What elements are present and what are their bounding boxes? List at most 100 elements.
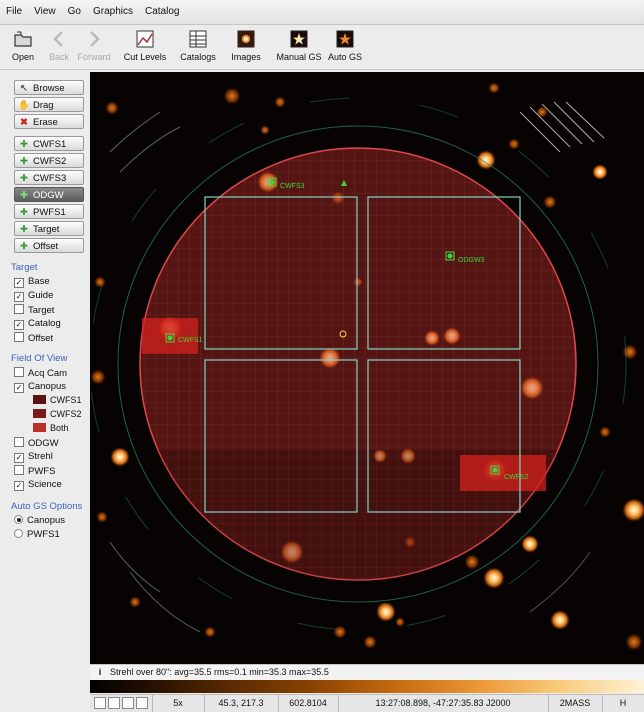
zoom-fit-icon[interactable] [122, 697, 134, 709]
pwfs-checkbox[interactable]: PWFS [14, 465, 55, 477]
cwfs1-icon: ✚ [20, 139, 28, 150]
target-icon: ✚ [20, 224, 28, 235]
menu-file[interactable]: File [6, 6, 23, 17]
open-button[interactable]: Open [8, 29, 38, 62]
canopus-radio[interactable]: Canopus [14, 515, 65, 526]
fov-section-title: Field Of View [11, 353, 68, 364]
cwfs3-button[interactable]: ✚ CWFS3 [14, 170, 84, 185]
cut-levels-button[interactable]: Cut Levels [122, 29, 168, 62]
acqcam-label: Acq Cam [28, 368, 68, 379]
odgw-label: ODGW [33, 190, 64, 201]
tool-panel: ↖ Browse ✋ Drag ✖ Erase ✚ CWFS1 ✚ CWFS2 ✚ CWFS… [0, 70, 90, 663]
auto-gs-button[interactable]: Auto GS [326, 29, 364, 62]
cwfs2-star-label: CWFS2 [504, 474, 529, 481]
hand-icon: ✋ [18, 100, 30, 111]
both-swatch [33, 423, 46, 432]
acqcam-checkbox[interactable]: Acq Cam [14, 367, 67, 379]
odgw-button[interactable]: ✚ ODGW [14, 187, 84, 202]
info-icon: i [98, 667, 102, 677]
cwfs1-button[interactable]: ✚ CWFS1 [14, 136, 84, 151]
menu-view[interactable]: View [34, 6, 56, 17]
pixel-coords: 45.3, 217.3 [204, 695, 279, 712]
erase-label: Erase [33, 117, 58, 128]
base-position-marker[interactable] [339, 330, 347, 338]
browse-label: Browse [33, 83, 65, 94]
canopus-checkbox[interactable]: ✓ Canopus [14, 381, 67, 393]
drag-label: Drag [33, 100, 54, 111]
menu-catalog[interactable]: Catalog [144, 6, 180, 17]
strehl-status-text: Strehl over 80": avg=35.5 rms=0.1 min=35… [110, 667, 329, 677]
pa-marker [341, 180, 347, 186]
target-section-title: Target [11, 262, 38, 273]
cut-levels-icon [136, 30, 154, 48]
world-coords: 13:27:08.898, -47:27:35.83 J2000 [338, 695, 549, 712]
pwfs1-label: PWFS1 [33, 207, 66, 218]
manual-gs-button[interactable]: Manual GS [274, 29, 324, 62]
canopus-fov [139, 147, 577, 581]
open-label: Open [11, 52, 35, 62]
base-checkbox[interactable]: ✓ Base [14, 276, 50, 288]
cwfs1-swatch [33, 395, 46, 404]
guide-checkbox[interactable]: ✓ Guide [14, 290, 54, 302]
offset-label: Offset [33, 241, 59, 252]
image-canvas[interactable]: CWFS3 ODGW3 CWFS1 CWFS2 [90, 72, 644, 664]
pixel-value: 602.8104 [278, 695, 339, 712]
cwfs2-icon: ✚ [20, 156, 28, 167]
auto-star-icon [336, 30, 354, 48]
pwfs1-radio[interactable]: PWFS1 [14, 529, 60, 540]
erase-x-icon: ✖ [20, 117, 28, 128]
odgw3-star-label: ODGW3 [458, 257, 485, 264]
zoom-level: 5x [152, 695, 205, 712]
offset-icon: ✚ [20, 241, 28, 252]
guide-stars [165, 177, 500, 475]
cut-levels-label: Cut Levels [123, 52, 167, 62]
zoom-out-icon[interactable] [108, 697, 120, 709]
pwfs1-button[interactable]: ✚ PWFS1 [14, 204, 84, 219]
odgw-checkbox[interactable]: ODGW [14, 437, 59, 449]
canopus-radio-label: Canopus [27, 515, 66, 526]
cwfs3-icon: ✚ [20, 173, 28, 184]
zoom-actual-icon[interactable] [136, 697, 148, 709]
images-label: Images [231, 52, 261, 62]
cwfs2-label: CWFS2 [33, 156, 67, 167]
offset-button[interactable]: ✚ Offset [14, 238, 84, 253]
erase-button[interactable]: ✖ Erase [14, 114, 84, 129]
forward-button[interactable]: Forward [76, 29, 112, 62]
menu-go[interactable]: Go [67, 6, 81, 17]
pwfs-label: PWFS [28, 466, 56, 477]
catalogs-button[interactable]: Catalogs [178, 29, 218, 62]
images-button[interactable]: Images [228, 29, 264, 62]
colormap-bar[interactable] [90, 680, 644, 693]
status-bar: i Strehl over 80": avg=35.5 rms=0.1 min=3… [90, 664, 644, 680]
autogs-section-title: Auto GS Options [11, 501, 83, 512]
forward-label: Forward [77, 52, 111, 62]
pointer-icon: ↖ [20, 83, 28, 94]
cwfs2-button[interactable]: ✚ CWFS2 [14, 153, 84, 168]
manual-star-icon [290, 30, 308, 48]
catalog-checkbox[interactable]: ✓ Catalog [14, 318, 61, 330]
cwfs1-swatch-label: CWFS1 [50, 395, 82, 405]
cwfs1-star-label: CWFS1 [178, 337, 203, 344]
odgw-check-label: ODGW [28, 438, 59, 449]
drag-button[interactable]: ✋ Drag [14, 97, 84, 112]
cwfs1-label: CWFS1 [33, 139, 67, 150]
menu-bar: File View Go Graphics Catalog [0, 0, 644, 25]
pwfs1-radio-label: PWFS1 [27, 529, 60, 540]
zoom-buttons [90, 695, 153, 712]
auto-gs-label: Auto GS [327, 52, 363, 62]
back-button[interactable]: Back [46, 29, 72, 62]
table-icon [189, 30, 207, 48]
browse-button[interactable]: ↖ Browse [14, 80, 84, 95]
cwfs3-label: CWFS3 [33, 173, 67, 184]
target-button[interactable]: ✚ Target [14, 221, 84, 236]
pwfs1-icon: ✚ [20, 207, 28, 218]
strehl-checkbox[interactable]: ✓ Strehl [14, 451, 53, 463]
menu-graphics[interactable]: Graphics [92, 6, 133, 17]
science-checkbox[interactable]: ✓ Science [14, 479, 62, 491]
zoom-in-icon[interactable] [94, 697, 106, 709]
catalogs-label: Catalogs [180, 52, 216, 62]
strehl-label: Strehl [28, 451, 53, 462]
target-checkbox[interactable]: Target [14, 304, 54, 316]
offset-checkbox[interactable]: Offset [14, 332, 53, 344]
cwfs3-star-label: CWFS3 [280, 183, 305, 190]
